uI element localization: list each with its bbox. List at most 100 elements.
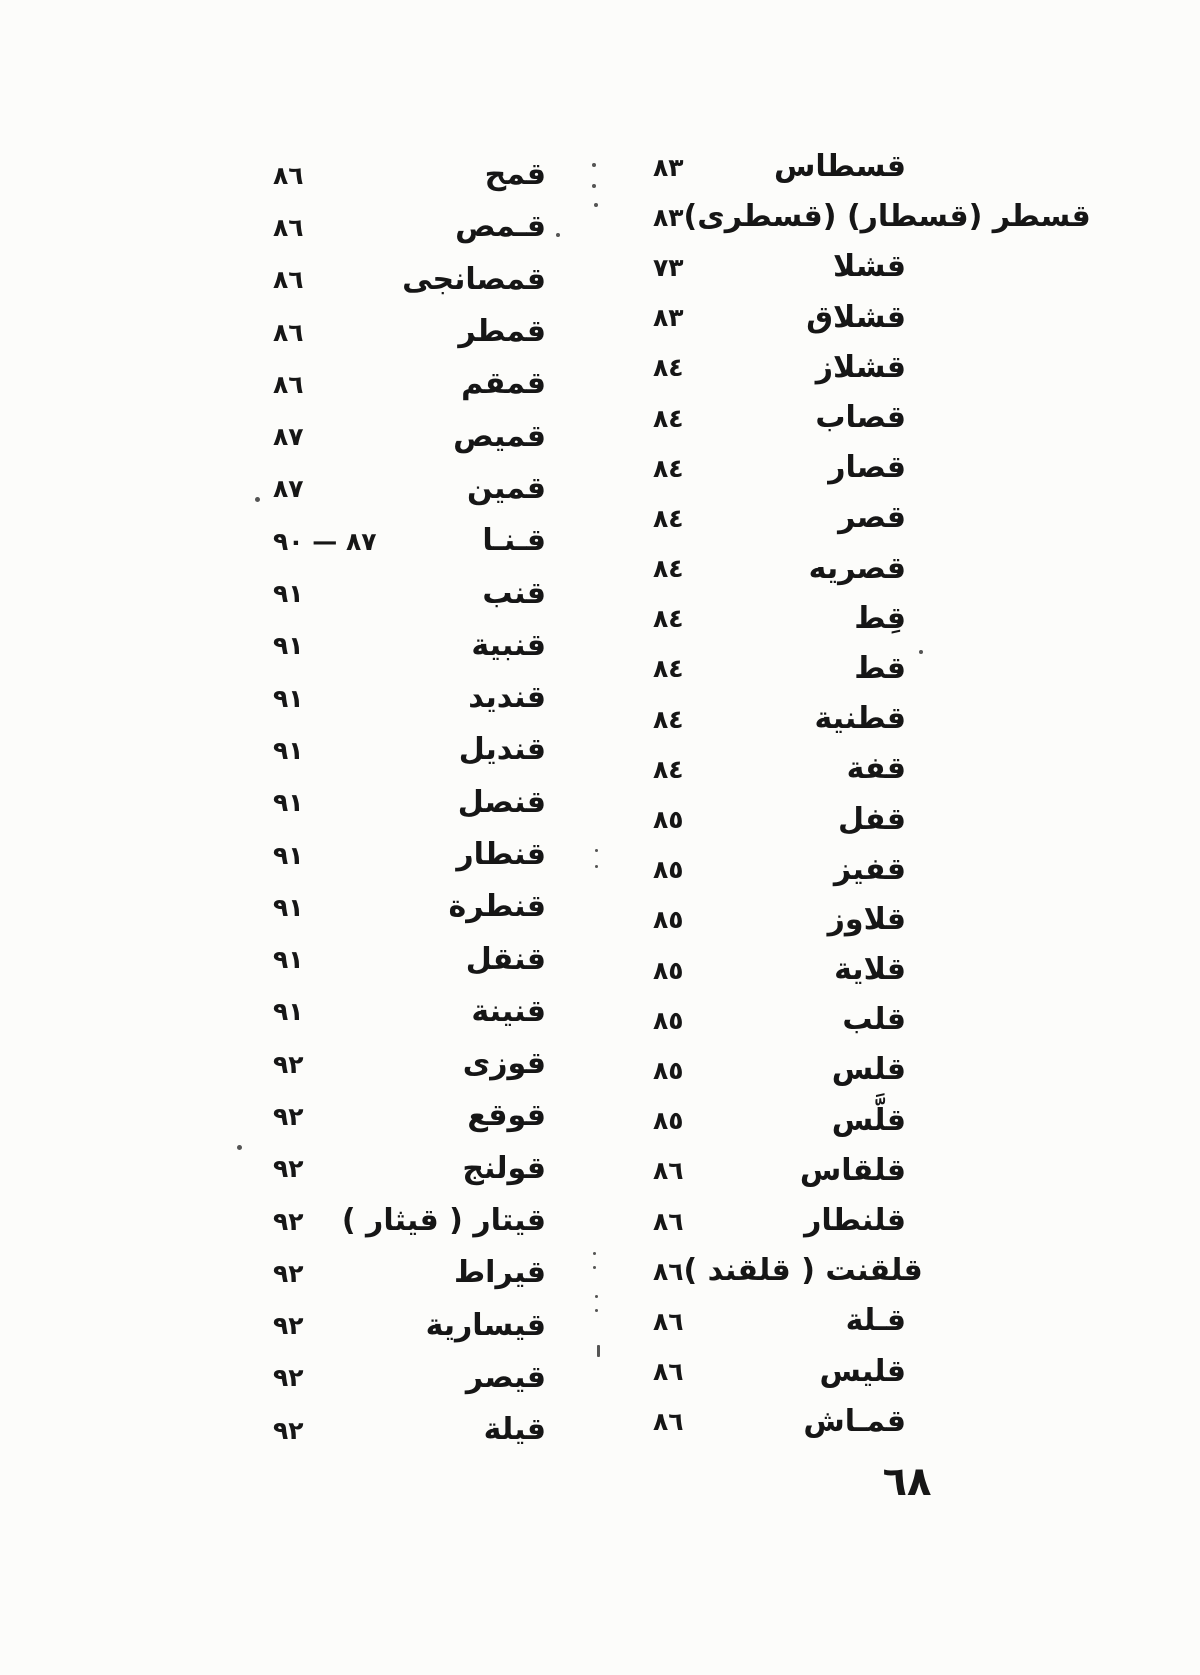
entry-page-ref: ٨٤ [653, 503, 684, 533]
ink-speck [592, 163, 596, 167]
index-entry: ٨٣ قسطاس [653, 142, 906, 192]
entry-term: قـلة [845, 1303, 906, 1339]
index-entry: ٨٤ قصريه [653, 544, 906, 594]
index-entry: ٨٦ قلنطار [653, 1196, 906, 1246]
index-entry: ٨٤ قفة [653, 744, 906, 794]
entry-page-ref: ٨٦ [653, 1306, 684, 1336]
entry-term: قنقل [465, 941, 546, 977]
index-entry: ٨٦ قلقنت ( قلقند ) [653, 1246, 923, 1296]
entry-page-ref: ٨٦ [653, 1357, 684, 1387]
entry-page-ref: ٨٤ [653, 554, 684, 584]
entry-page-ref: ٨٦ [273, 369, 304, 399]
entry-page-ref: ٨٦ [653, 1156, 684, 1186]
entry-term: قلاوز [827, 901, 906, 937]
entry-page-ref: ٩١ [273, 997, 304, 1027]
index-column-right: ٨٣ قسطاس ٨٣ قسطر (قسطار) (قسطرى) ٧٣ قشلا ٨٣ قشل… [653, 142, 1091, 1447]
entry-page-ref: ٨٤ [653, 353, 684, 383]
index-entry: ٩٢ قيسارية [273, 1300, 546, 1352]
entry-term: قيتار ( قيثار ) [341, 1203, 546, 1239]
index-entry: ٨٥ قلَّس [653, 1096, 906, 1146]
index-entry: ٨٤ قصر [653, 493, 906, 543]
index-entry: ٩١ قنقل [273, 933, 546, 985]
index-entry: ٨٦ قـمص [273, 201, 546, 253]
entry-term: قنديد [468, 680, 546, 716]
index-entry: ٨٧ قميص [273, 410, 546, 462]
index-entry: ٨٦ قمصانجى [273, 254, 546, 306]
entry-term: قلب [842, 1002, 906, 1038]
index-entry: ٨٥ قلاوز [653, 895, 906, 945]
index-entry: ٨٣ قسطر (قسطار) (قسطرى) [653, 192, 1091, 242]
entry-page-ref: ٩٢ [273, 1415, 304, 1445]
index-entry: ٩٢ قيتار ( قيثار ) [273, 1195, 546, 1247]
entry-page-ref: ٨٤ [653, 754, 684, 784]
index-entry: ٩١ قنطار [273, 829, 546, 881]
ink-speck [592, 184, 596, 188]
page-number: ٦٨ [882, 1459, 932, 1505]
entry-term: قط [854, 650, 906, 686]
index-entry: ٨٦ قلقاس [653, 1146, 906, 1196]
entry-page-ref: ٧٣ [653, 252, 684, 282]
entry-term: قـنـا [482, 523, 546, 559]
entry-page-ref: ٨٣ [653, 303, 684, 333]
index-entry: ٨٥ قفل [653, 794, 906, 844]
entry-term: قسطاس [773, 149, 906, 185]
ink-speck [255, 497, 260, 502]
entry-term: قصاب [815, 400, 906, 436]
entry-term: قصريه [808, 550, 906, 586]
entry-term: قيراط [454, 1255, 546, 1291]
entry-term: قلاية [834, 952, 906, 988]
index-entry: ٩١ قنطرة [273, 881, 546, 933]
entry-page-ref: ٩٢ [273, 1101, 304, 1131]
ink-speck [595, 865, 598, 868]
index-entry: ٩١ قنينة [273, 986, 546, 1038]
index-entry: ٨٤ قط [653, 644, 906, 694]
entry-page-ref: ٨٤ [653, 654, 684, 684]
entry-term: قيسارية [425, 1307, 546, 1343]
entry-page-ref: ٨٣ [653, 202, 684, 232]
index-entry: ٩٢ قوقع [273, 1090, 546, 1142]
ink-speck [594, 203, 598, 207]
entry-term: قميص [453, 418, 546, 454]
index-entry: ٨٥ قلب [653, 995, 906, 1045]
ink-speck [595, 1309, 598, 1312]
index-entry: ٨٧ قمين [273, 463, 546, 515]
entry-term: قلنطار [804, 1203, 906, 1239]
entry-term: قطنية [814, 701, 906, 737]
index-entry: ٩٢ قوزى [273, 1038, 546, 1090]
index-entry: ٨٥ قلس [653, 1045, 906, 1095]
entry-term: قشلا [833, 249, 906, 285]
entry-page-ref: ٨٤ [653, 453, 684, 483]
entry-term: قِط [854, 600, 906, 636]
entry-term: قنطار [456, 837, 546, 872]
entry-term: قنديل [458, 732, 546, 768]
index-entry: ٨٦ قمـاش [653, 1397, 906, 1447]
entry-term: قنينة [471, 993, 546, 1029]
entry-page-ref: ٩٢ [273, 1311, 304, 1341]
entry-page-ref: ٨٧ [273, 474, 304, 504]
ink-speck [593, 1252, 596, 1255]
index-entry: ٩١ قنديد [273, 672, 546, 724]
ink-speck [595, 1295, 598, 1298]
entry-term: قفة [846, 751, 906, 787]
entry-page-ref: ٨٥ [653, 905, 684, 935]
entry-page-ref: ٨٧ [273, 422, 304, 452]
entry-page-ref: ٨٥ [653, 855, 684, 885]
index-entry: ٨٤ قطنية [653, 694, 906, 744]
entry-page-ref: ٩١ [273, 945, 304, 975]
index-entry: ٨٥ قفيز [653, 845, 906, 895]
entry-page-ref: ٩١ [273, 735, 304, 765]
ink-speck [556, 233, 560, 237]
entry-page-ref: ٨٤ [653, 704, 684, 734]
entry-term: قفيز [833, 851, 906, 887]
entry-page-ref: ٩٢ [273, 1206, 304, 1236]
entry-page-ref: ٨٦ [653, 1407, 684, 1437]
entry-page-ref: ٨٤ [653, 604, 684, 634]
entry-page-ref: ٨٥ [653, 1005, 684, 1035]
index-entry: ٨٤ قِط [653, 594, 906, 644]
entry-term: قنطرة [448, 889, 547, 925]
entry-page-ref: ٩١ [273, 788, 304, 818]
index-entry: ٨٦ قليس [653, 1347, 906, 1397]
entry-term: قنبية [471, 627, 546, 663]
entry-term: قشلاق [806, 299, 906, 335]
